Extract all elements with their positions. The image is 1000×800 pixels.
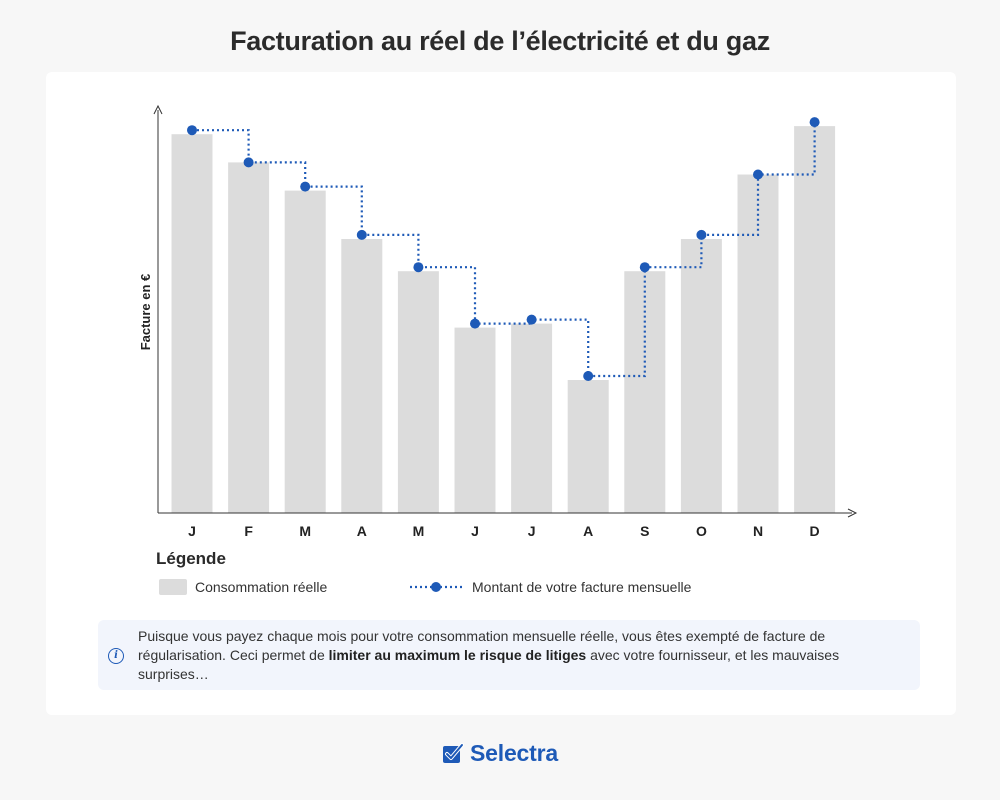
info-text-after: avec votre fournisseur, et les mauvaises… [138,647,840,682]
x-tick-label: A [357,523,367,539]
chart: Facture en € J F M A M J J A S O N D [138,104,858,539]
x-tick-label: J [471,523,479,539]
bar-6 [454,327,496,513]
legend-item-bar: Consommation réelle [159,579,327,595]
x-tick-label: D [810,523,820,539]
x-tick-label: A [583,523,593,539]
legend-line-label: Montant de votre facture mensuelle [472,579,692,595]
y-axis-label: Facture en € [138,274,153,351]
info-text-before: Puisque vous payez chaque mois pour votr… [138,628,826,663]
chart-card: Facture en € J F M A M J J A S O N D Légende Consom… [46,72,956,715]
x-axis-arrow [847,508,858,518]
invoice-point-6 [470,318,480,329]
legend-item-line: Montant de votre facture mensuelle [410,579,691,595]
invoice-point-8 [583,371,594,381]
x-tick-label: O [696,523,707,539]
invoice-point-11 [753,169,763,180]
invoice-point-4 [356,229,367,240]
invoice-point-5 [413,262,424,273]
bar-7 [511,323,553,513]
invoice-point-12 [809,117,820,128]
invoice-point-2 [243,157,254,168]
info-icon: i [108,648,124,664]
y-axis-arrow [153,104,163,115]
x-tick-label: J [188,523,196,539]
x-tick-label: M [413,523,425,539]
invoice-step-line [192,122,816,378]
invoice-point-10 [696,229,707,240]
x-tick-label: J [528,523,536,539]
legend-title: Légende [156,549,226,568]
bar-10 [680,239,722,513]
bar-11 [737,174,779,513]
bar-8 [567,380,609,513]
checkbox-logo-icon [443,742,465,763]
bar-3 [284,190,326,513]
page-title: Facturation au réel de l’électricité et … [230,26,770,56]
legend-bar-label: Consommation réelle [195,579,328,595]
x-tick-label: F [244,523,253,539]
invoice-point-1 [187,125,197,136]
bar-1 [171,134,213,513]
selectra-logo: Selectra [0,740,1000,767]
legend-line-icon [410,582,462,592]
logo-text: Selectra [470,740,558,766]
x-tick-label: N [753,523,763,539]
invoice-point-9 [639,262,650,273]
legend-bar-swatch [159,579,187,595]
info-box: i Puisque vous payez chaque mois pour vo… [98,620,920,690]
invoice-point-7 [526,314,537,325]
invoice-point-3 [300,181,311,192]
x-tick-label: S [640,523,649,539]
bar-5 [397,271,439,513]
bar-12 [794,126,836,513]
bar-2 [228,162,270,513]
info-text: Puisque vous payez chaque mois pour votr… [138,627,910,684]
x-tick-label: M [299,523,311,539]
bar-4 [341,239,383,513]
info-text-bold: limiter au maximum le risque de litiges [328,647,587,663]
